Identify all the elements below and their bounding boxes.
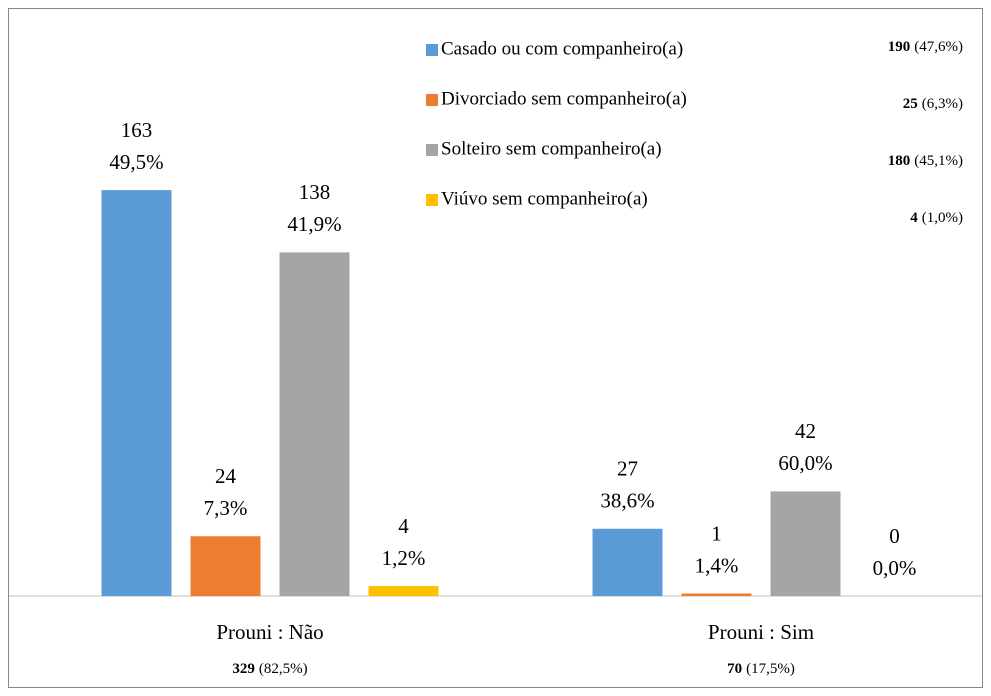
bar: [190, 536, 261, 596]
data-label-percent: 7,3%: [204, 496, 248, 520]
legend-total-count: 190: [888, 39, 911, 55]
data-label: 163: [121, 118, 153, 142]
legend-label: Divorciado sem companheiro(a): [441, 88, 687, 109]
data-label-percent: 41,9%: [287, 212, 341, 236]
data-label: 1: [711, 521, 722, 545]
data-label: 138: [299, 180, 331, 204]
category-total-count: 329: [232, 661, 255, 677]
data-label-percent: 60,0%: [778, 451, 832, 475]
legend-total-percent: (6,3%): [922, 96, 963, 112]
data-label: 4: [398, 514, 409, 538]
legend-total-percent: (45,1%): [914, 153, 963, 169]
data-label-percent: 0,0%: [873, 556, 917, 580]
category-total-percent: (82,5%): [259, 661, 308, 677]
legend-total: 190 (47,6%): [888, 39, 963, 55]
bar: [681, 593, 752, 596]
legend-total: 180 (45,1%): [888, 153, 963, 169]
category-total-count: 70: [727, 661, 742, 677]
bar: [279, 252, 350, 596]
category-total: 329 (82,5%): [232, 661, 307, 677]
legend-swatch: [426, 94, 438, 106]
legend-total-percent: (1,0%): [922, 210, 963, 226]
legend-total: 25 (6,3%): [903, 96, 963, 112]
legend-total-percent: (47,6%): [914, 39, 963, 55]
legend-label: Viúvo sem companheiro(a): [441, 188, 648, 209]
legend-swatch: [426, 44, 438, 56]
category-total: 70 (17,5%): [727, 661, 795, 677]
data-label-percent: 49,5%: [109, 150, 163, 174]
data-label-percent: 1,4%: [695, 553, 739, 577]
bar: [592, 528, 663, 596]
legend-total-count: 180: [888, 153, 911, 169]
data-label-percent: 1,2%: [382, 546, 426, 570]
legend-total-count: 4: [910, 210, 918, 226]
data-label: 27: [617, 457, 638, 481]
category-total-percent: (17,5%): [746, 661, 795, 677]
x-tick-label: Prouni : Não: [216, 620, 323, 644]
data-label: 24: [215, 464, 237, 488]
legend-label: Casado ou com companheiro(a): [441, 38, 683, 59]
data-label-percent: 38,6%: [600, 489, 654, 513]
legend-total: 4 (1,0%): [910, 210, 963, 226]
legend-swatch: [426, 144, 438, 156]
legend-total-count: 25: [903, 96, 918, 112]
x-tick-label: Prouni : Sim: [708, 620, 814, 644]
data-label: 42: [795, 419, 816, 443]
bar: [770, 491, 841, 596]
legend-swatch: [426, 194, 438, 206]
bar: [368, 586, 439, 596]
legend-label: Solteiro sem companheiro(a): [441, 138, 662, 159]
data-label: 0: [889, 524, 900, 548]
bar: [101, 190, 172, 596]
